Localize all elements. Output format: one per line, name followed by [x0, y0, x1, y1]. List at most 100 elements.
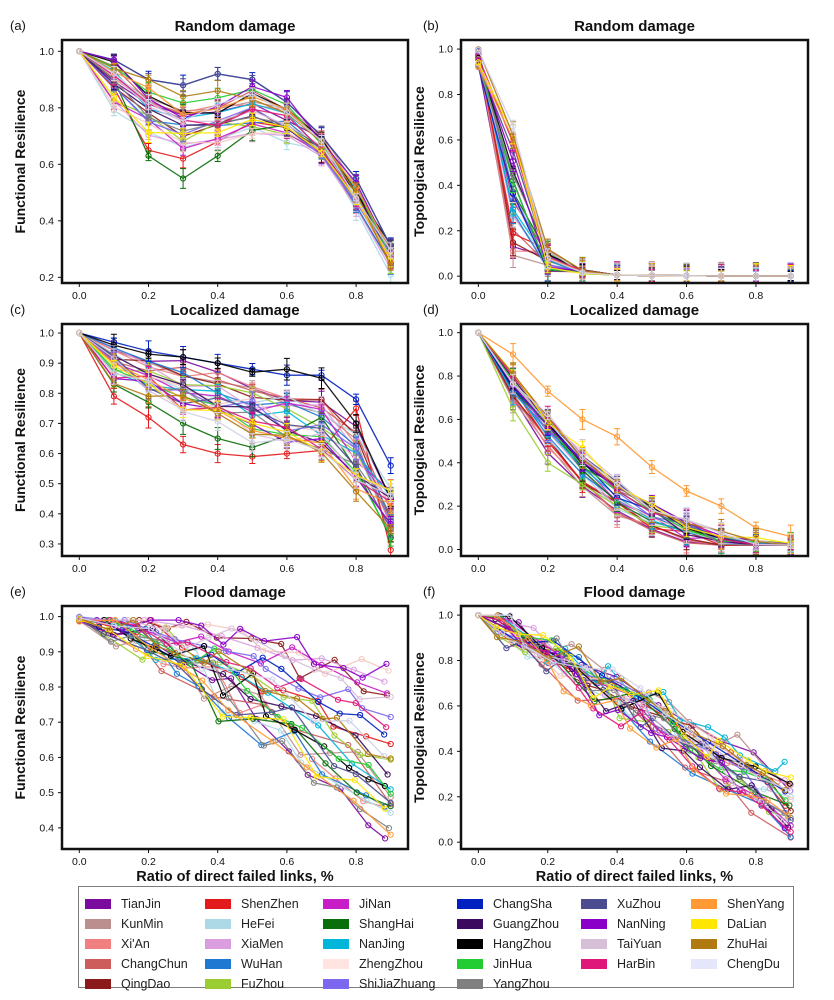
data-point [360, 688, 367, 695]
data-point [723, 790, 730, 797]
data-point [387, 262, 394, 270]
panel-c: (c) Localized damage 0.0 0.2 0.4 0.6 0.8 0.3 0.4… [10, 302, 410, 575]
error-bar [318, 443, 325, 458]
data-point [145, 152, 152, 159]
legend-item: ShiJiaZhuang [323, 975, 473, 995]
series-line-QingDao [78, 332, 392, 521]
data-point [680, 732, 687, 739]
data-point [387, 247, 394, 254]
data-point [692, 737, 699, 744]
x-tick-label: 0.6 [280, 856, 295, 868]
data-point [209, 677, 216, 684]
data-point [387, 799, 394, 806]
data-point [632, 709, 639, 716]
data-point [718, 272, 725, 280]
plot-frame [60, 322, 410, 558]
legend-label: GuangZhou [493, 917, 560, 931]
data-point [145, 114, 152, 121]
series-group [475, 329, 794, 556]
data-point [180, 118, 187, 125]
legend-item: NanJing [323, 935, 473, 955]
legend-swatch [205, 979, 231, 989]
data-point [785, 781, 792, 788]
error-bar [787, 533, 794, 556]
series-line-ChengDu [477, 332, 791, 546]
data-point [736, 773, 743, 780]
data-point [147, 625, 155, 633]
x-tick-label: 0.4 [210, 290, 225, 302]
data-point [253, 637, 260, 644]
y-axis-label: Topological Resilience [411, 652, 427, 803]
data-point [580, 676, 587, 684]
error-bar [718, 522, 725, 545]
series-line-GuangZhou [79, 618, 389, 775]
y-axis-label: Functional Resilience [12, 655, 28, 799]
legend-item: ChangSha [457, 895, 607, 915]
y-axis-label: Topological Resilience [411, 86, 427, 237]
legend-item: NanNing [581, 915, 731, 935]
data-point [387, 740, 394, 748]
data-point [215, 648, 222, 655]
legend-label: HarBin [617, 957, 656, 971]
legend-swatch [457, 979, 483, 989]
data-point [787, 542, 794, 549]
data-point [225, 707, 232, 714]
data-point [691, 766, 698, 773]
legend-item: Xi'An [85, 935, 235, 955]
data-point [363, 733, 370, 740]
data-point [283, 450, 290, 457]
data-point [357, 751, 364, 759]
legend-column: JiNan ShangHai NanJing ZhengZhou ShiJiaZhuan… [323, 895, 473, 995]
series-line-Xi'An [79, 332, 392, 526]
error-bar [648, 460, 655, 475]
data-point [475, 612, 482, 619]
data-point [278, 640, 285, 648]
data-point [180, 369, 187, 376]
data-point [718, 530, 725, 537]
data-point [288, 704, 295, 711]
series-line-XiaMen [79, 332, 392, 506]
data-point [666, 698, 673, 706]
x-tick-label: 0.6 [679, 563, 694, 575]
data-point [353, 488, 360, 495]
error-bar [249, 112, 256, 126]
data-point [544, 388, 551, 395]
legend-label: HangZhou [493, 937, 552, 951]
data-point [100, 630, 107, 637]
panel-label: (a) [10, 18, 26, 33]
series-line-XiaMen [477, 332, 791, 546]
data-point [784, 812, 791, 819]
data-point [262, 665, 269, 673]
legend-item: FuZhou [205, 975, 355, 995]
data-point [530, 624, 537, 632]
error-bar [180, 349, 187, 366]
series-line-QingDao [477, 332, 791, 546]
data-point [303, 764, 310, 771]
legend-swatch [691, 939, 717, 949]
panel-b: (b) Random damage 0.0 0.2 0.4 0.6 0.8 0.0 0.2 0.4… [411, 18, 810, 302]
data-point [346, 764, 353, 772]
series-line-NanNing [79, 50, 392, 254]
data-point [704, 724, 712, 731]
series-line-Xi'An [78, 50, 392, 260]
data-point [299, 724, 306, 732]
legend-label: TaiYuan [617, 937, 662, 951]
x-tick-label: 0.2 [141, 856, 156, 868]
series-line-HangZhou [79, 50, 392, 246]
data-point [112, 617, 119, 624]
data-point [310, 779, 317, 786]
data-point [387, 755, 394, 762]
x-tick-label: 0.2 [141, 563, 156, 575]
y-tick-label: 0.8 [39, 388, 54, 400]
data-point [637, 710, 644, 717]
data-point [195, 683, 202, 690]
series-line-HangZhou [477, 57, 791, 277]
data-point [387, 546, 394, 554]
series-line-NanJing [477, 57, 791, 277]
legend-swatch [85, 899, 111, 909]
x-tick-label: 0.0 [471, 290, 486, 302]
series-line-KunMin [78, 50, 392, 253]
panel-title: Flood damage [584, 584, 686, 601]
series-line-ChangSha [79, 332, 392, 466]
legend-swatch [323, 959, 349, 969]
